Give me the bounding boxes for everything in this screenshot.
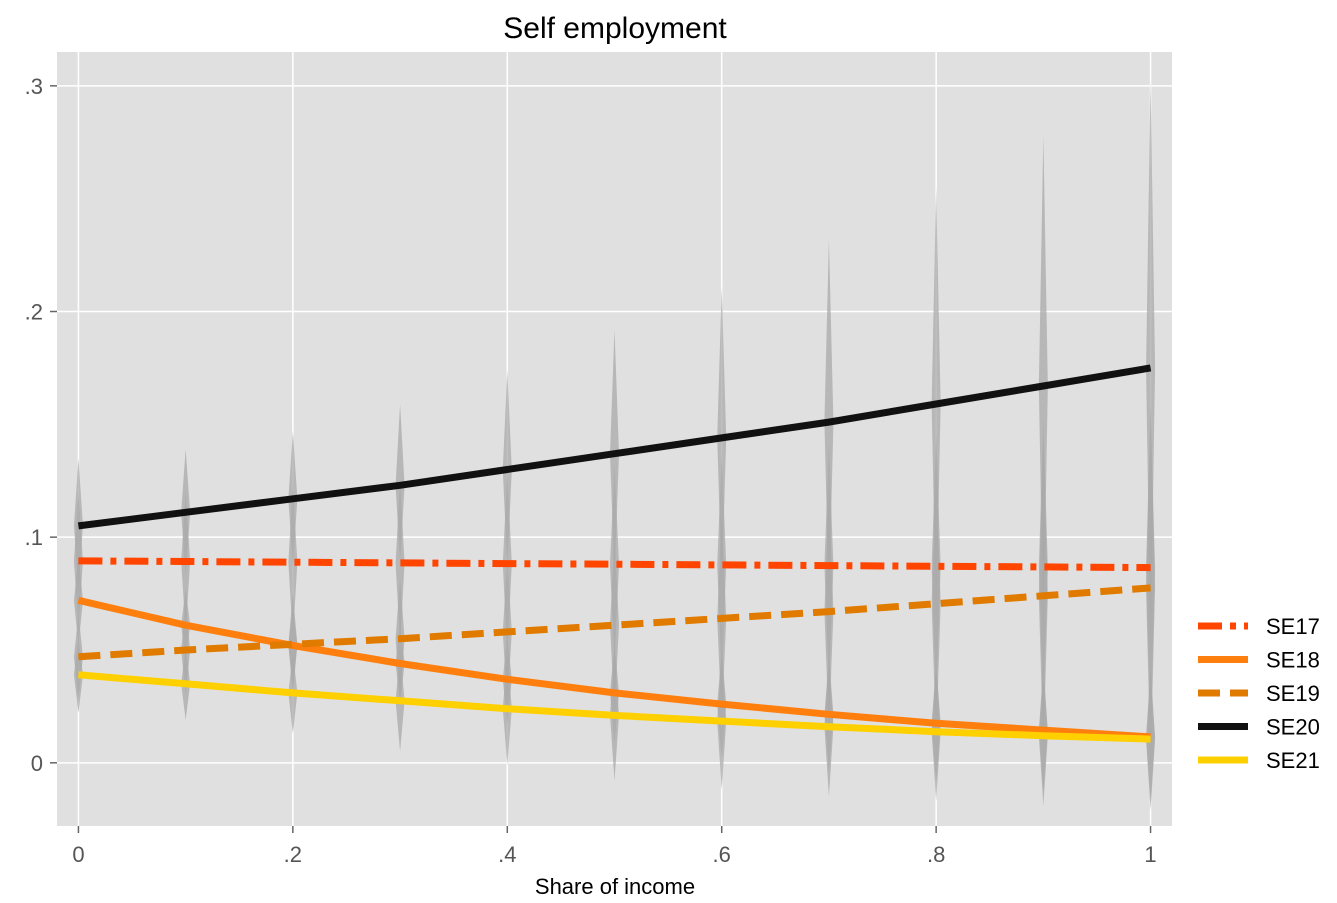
x-tick-label: .2 <box>284 842 302 867</box>
legend-label: SE17 <box>1266 614 1320 639</box>
legend-label: SE18 <box>1266 648 1320 673</box>
y-tick-label: 0 <box>31 751 43 776</box>
x-tick-label: .8 <box>927 842 945 867</box>
series-line-se19 <box>78 584 1151 661</box>
x-tick-label: .4 <box>498 842 516 867</box>
x-tick-label: 0 <box>72 842 84 867</box>
y-tick-label: .1 <box>25 525 43 550</box>
y-tick-label: .3 <box>25 74 43 99</box>
series-line-se18 <box>77 596 1151 741</box>
y-tick-label: .2 <box>25 300 43 325</box>
legend-label: SE20 <box>1266 715 1320 740</box>
axes: 0 .2 .4 .6 .8 1 0 .1 .2 .3 <box>25 74 1157 867</box>
x-tick-label: 1 <box>1144 842 1156 867</box>
legend-label: SE21 <box>1266 748 1320 773</box>
x-tick-label: .6 <box>713 842 731 867</box>
ci-spindle <box>610 537 619 714</box>
series-line-se17 <box>78 557 1151 572</box>
chart-title: Self employment <box>503 12 727 45</box>
series-lines <box>77 364 1152 743</box>
x-axis-title: Share of income <box>535 874 695 899</box>
legend-label: SE19 <box>1266 681 1320 706</box>
series-line-se21 <box>78 671 1151 743</box>
legend: SE17 SE18 SE19 SE20 SE21 <box>1198 614 1320 773</box>
series-line-se20 <box>77 364 1152 530</box>
